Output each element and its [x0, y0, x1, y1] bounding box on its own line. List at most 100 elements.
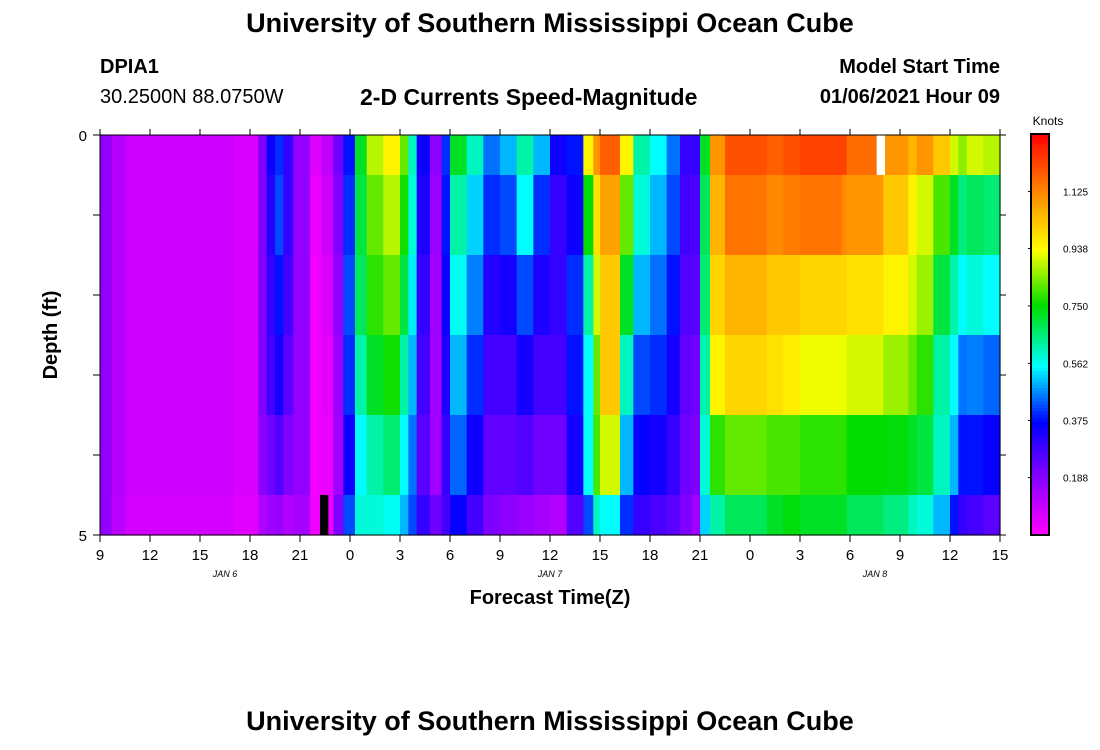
colorbar-step — [1031, 284, 1049, 289]
heatmap-cell — [516, 175, 534, 256]
heatmap-cell — [533, 495, 551, 536]
colorbar-step — [1031, 180, 1049, 185]
colorbar-step — [1031, 454, 1049, 459]
heatmap-cell — [666, 335, 681, 416]
heatmap-cell — [883, 495, 909, 536]
colorbar-step — [1031, 491, 1049, 496]
x-tick-label: 12 — [942, 547, 959, 564]
heatmap-cell — [483, 415, 501, 496]
heatmap-cell — [566, 175, 584, 256]
heatmap-cell — [566, 495, 584, 536]
colorbar-step — [1031, 411, 1049, 416]
colorbar-step — [1031, 448, 1049, 453]
colorbar-step — [1031, 194, 1049, 199]
heatmap-cell — [583, 495, 594, 536]
heatmap-cell — [680, 335, 693, 416]
heatmap-cell — [100, 255, 113, 336]
heatmap-cell — [766, 135, 784, 176]
heatmap-cell — [400, 135, 409, 176]
heatmap-cell — [266, 255, 276, 336]
heatmap-cell — [416, 255, 431, 336]
colorbar-frame — [1030, 133, 1050, 536]
colorbar-step — [1031, 428, 1049, 433]
heatmap-cell — [450, 415, 468, 496]
colorbar-step — [1031, 321, 1049, 326]
colorbar-step — [1031, 494, 1049, 499]
colorbar-step — [1031, 471, 1049, 476]
heatmap-cell — [310, 335, 323, 416]
heatmap-cell — [966, 255, 984, 336]
heatmap-cell — [700, 335, 711, 416]
heatmap-cell — [366, 135, 384, 176]
heatmap-cell — [355, 175, 368, 256]
heatmap-cell — [725, 135, 768, 176]
heatmap-cell — [441, 175, 451, 256]
heatmap-cell — [666, 135, 681, 176]
date-label: JAN 8 — [862, 569, 888, 579]
heatmap-cell — [466, 415, 484, 496]
colorbar-step — [1031, 511, 1049, 516]
x-tick-label: 9 — [96, 547, 104, 564]
heatmap-cell — [566, 335, 584, 416]
heatmap-cell — [233, 135, 259, 176]
colorbar-step — [1031, 200, 1049, 205]
heatmap-cell — [666, 415, 681, 496]
heatmap-cell — [933, 335, 951, 416]
colorbar-step — [1031, 294, 1049, 299]
heatmap-cell — [283, 495, 294, 536]
colorbar-step — [1031, 187, 1049, 192]
x-tick-label: 12 — [542, 547, 559, 564]
heatmap-cell — [466, 255, 484, 336]
heatmap-cell — [666, 175, 681, 256]
x-axis-label: Forecast Time(Z) — [470, 587, 631, 609]
heatmap-cell — [620, 135, 634, 176]
heatmap-cell — [583, 255, 594, 336]
heatmap-cell — [883, 335, 909, 416]
heatmap-cell — [111, 135, 126, 176]
heatmap-cell — [783, 135, 801, 176]
heatmap-cell — [416, 415, 431, 496]
heatmap-cell — [700, 495, 711, 536]
colorbar-step — [1031, 344, 1049, 349]
colorbar-step — [1031, 391, 1049, 396]
heatmap-cell — [583, 335, 594, 416]
colorbar-step — [1031, 484, 1049, 489]
heatmap-cell — [275, 415, 284, 496]
heatmap-cell — [691, 415, 701, 496]
colorbar-step — [1031, 351, 1049, 356]
heatmap-cell — [400, 335, 409, 416]
heatmap-cell — [450, 255, 468, 336]
heatmap-cell — [766, 495, 784, 536]
heatmap-cell — [566, 255, 584, 336]
heatmap-cell — [430, 335, 443, 416]
heatmap-cell — [908, 135, 918, 176]
colorbar-step — [1031, 140, 1049, 145]
heatmap-cell — [710, 255, 726, 336]
colorbar-step — [1031, 498, 1049, 503]
colorbar-step — [1031, 197, 1049, 202]
heatmap-cell — [846, 415, 884, 496]
colorbar-step — [1031, 154, 1049, 158]
heatmap-cell — [766, 255, 784, 336]
heatmap-cell — [800, 175, 843, 256]
heatmap-cell — [441, 255, 451, 336]
heatmap-cell — [500, 415, 518, 496]
colorbar-step — [1031, 361, 1049, 366]
colorbar-step — [1031, 364, 1049, 369]
heatmap-cell — [725, 335, 768, 416]
heatmap-cell — [366, 255, 384, 336]
heatmap-cell — [725, 255, 768, 336]
heatmap-cell — [500, 255, 518, 336]
heatmap-cell — [408, 175, 418, 256]
heatmap-cell — [383, 175, 401, 256]
heatmap-cell — [233, 175, 259, 256]
heatmap-cell — [333, 335, 344, 416]
heatmap-cell — [516, 255, 534, 336]
x-tick-label: 3 — [396, 547, 404, 564]
heatmap-cell — [266, 175, 276, 256]
colorbar-step — [1031, 277, 1049, 282]
date-label: JAN 6 — [212, 569, 238, 579]
colorbar-step — [1031, 438, 1049, 443]
